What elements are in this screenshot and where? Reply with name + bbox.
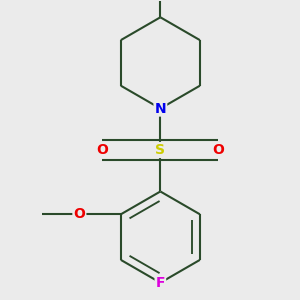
Text: N: N bbox=[154, 101, 166, 116]
Text: O: O bbox=[74, 207, 85, 221]
Text: F: F bbox=[156, 276, 165, 290]
Text: S: S bbox=[155, 143, 165, 157]
Text: O: O bbox=[212, 143, 224, 157]
Text: O: O bbox=[96, 143, 108, 157]
